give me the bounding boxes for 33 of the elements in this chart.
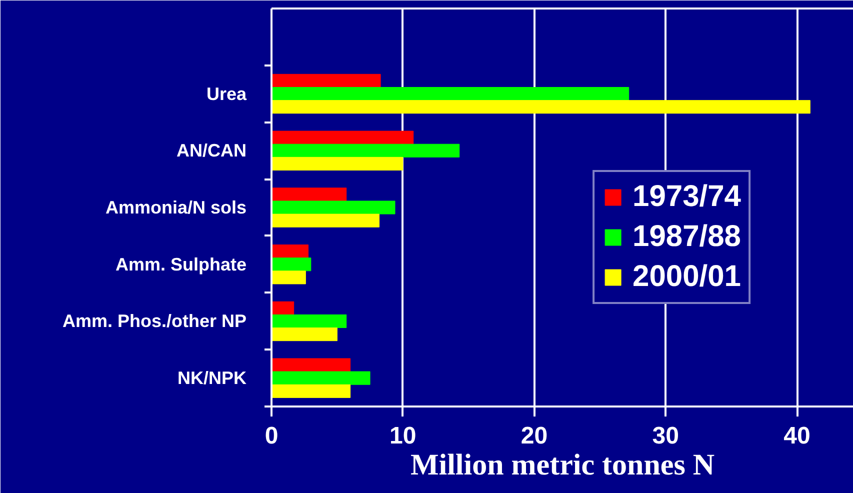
x-tick-label: 0: [264, 422, 278, 450]
legend-label: 1973/74: [632, 180, 741, 214]
y-tick-label: Amm. Sulphate: [115, 254, 247, 274]
bar: [272, 144, 460, 158]
bar: [272, 301, 294, 315]
y-tick-label: NK/NPK: [177, 368, 247, 388]
y-tick-label: AN/CAN: [176, 140, 247, 161]
bar: [272, 86, 630, 101]
bar: [272, 214, 380, 228]
legend-label: 1987/88: [632, 220, 741, 254]
bar: [272, 74, 381, 88]
bar: [272, 270, 306, 284]
legend-label: 2000/01: [632, 260, 741, 294]
bar: [272, 130, 414, 144]
y-tick-label: Amm. Phos./other NP: [62, 311, 247, 332]
x-axis-title: Million metric tonnes N: [410, 448, 715, 482]
bar: [272, 244, 309, 258]
bar: [272, 188, 347, 202]
bar: [272, 200, 396, 214]
bar: [272, 156, 404, 171]
y-tick-label: Ammonia/N sols: [105, 198, 246, 218]
bar: [272, 384, 351, 398]
x-tick-label: 30: [652, 422, 679, 450]
bar: [272, 328, 338, 342]
x-tick-label: 40: [784, 422, 810, 450]
x-tick-label: 20: [520, 422, 548, 450]
bar: [272, 371, 370, 385]
y-tick-label: Urea: [206, 84, 248, 104]
x-tick-label: 10: [390, 422, 416, 450]
bar: [272, 100, 810, 114]
bar: [272, 314, 347, 328]
bar: [272, 258, 312, 272]
bar: [272, 358, 351, 372]
